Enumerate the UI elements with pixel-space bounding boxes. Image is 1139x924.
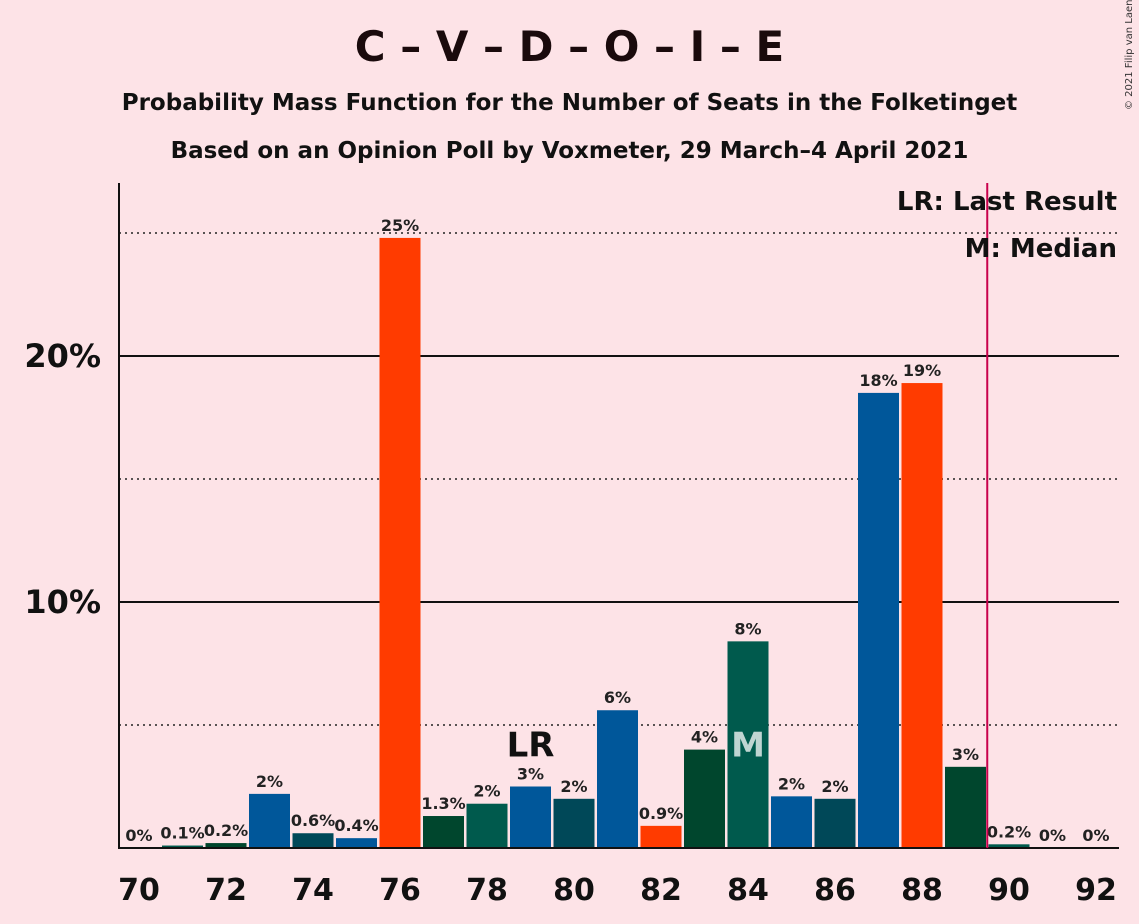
bar-78 [466,803,508,848]
y-tick-label: 20% [24,337,101,375]
bar-84 [727,641,769,848]
bar-83 [684,749,725,848]
bar-label-70: 0% [125,826,152,845]
x-tick-label: 70 [118,873,160,908]
bar-label-71: 0.1% [160,824,204,843]
bar-label-78: 2% [473,782,500,801]
bar-88 [901,383,943,848]
bar-label-89: 3% [952,745,979,764]
legend-entry: M: Median [965,234,1117,264]
legend-entry: LR: Last Result [897,187,1117,217]
bar-label-86: 2% [821,777,848,796]
bar-85 [771,796,812,848]
chart-subtitle: Probability Mass Function for the Number… [121,90,1018,116]
legend: LR: Last Result M: Median [897,187,1117,264]
bar-label-77: 1.3% [421,794,465,813]
bar-86 [814,798,856,848]
x-tick-label: 88 [901,873,943,908]
bar-label-80: 2% [560,777,587,796]
bar-label-76: 25% [381,216,419,235]
x-tick-label: 72 [205,873,247,908]
bar-label-82: 0.9% [639,804,683,823]
bar-82 [640,825,682,848]
bar-value-labels: 0% 0.1% 0.2%2%0.6% 0.4%25%1.3%2%3%2%6%0.9%4… [125,216,1109,845]
bar-80 [553,798,595,848]
bar-90 [988,844,1030,848]
last-result-marker: LR [507,726,555,766]
chart-source: Based on an Opinion Poll by Voxmeter, 29… [170,138,969,164]
bars [162,237,1030,849]
bar-label-88: 19% [903,361,941,380]
bar-75 [336,838,377,848]
x-tick-label: 90 [988,873,1030,908]
x-tick-label: 86 [814,873,856,908]
x-tick-label: 76 [379,873,421,908]
bar-label-91: 0% [1039,826,1066,845]
x-tick-label: 78 [466,873,508,908]
bar-label-81: 6% [604,688,631,707]
bar-89 [945,766,986,848]
y-tick-label: 10% [24,583,101,621]
bar-label-72: 0.2% [204,821,248,840]
bar-label-83: 4% [691,728,718,747]
gridlines [119,232,1119,726]
bar-77 [423,816,464,848]
bar-76 [379,237,421,849]
median-marker: M [731,726,765,766]
bar-72 [205,843,247,848]
x-tick-label: 82 [640,873,682,908]
bar-79 [510,786,551,848]
bar-label-74: 0.6% [291,811,335,830]
bar-73 [249,793,290,848]
bar-label-73: 2% [256,772,283,791]
x-tick-label: 74 [292,873,334,908]
bar-label-79: 3% [517,765,544,784]
bar-81 [597,710,638,848]
bar-71 [162,845,203,848]
bar-label-87: 18% [859,371,897,390]
markers: LR M [507,183,989,848]
bar-label-90: 0.2% [987,822,1031,841]
bar-label-85: 2% [778,774,805,793]
x-tick-label: 84 [727,873,769,908]
x-tick-label: 92 [1075,873,1117,908]
bar-74 [292,833,334,848]
bar-87 [858,392,899,848]
axes: 10% 20% 70 72 74 76 78 80 82 84 86 88 90 92 [24,183,1119,908]
bar-label-75: 0.4% [334,816,378,835]
bar-label-92: 0% [1082,826,1109,845]
chart-title: C – V – D – O – I – E [354,22,785,71]
x-tick-label: 80 [553,873,595,908]
bar-label-84: 8% [734,619,761,638]
